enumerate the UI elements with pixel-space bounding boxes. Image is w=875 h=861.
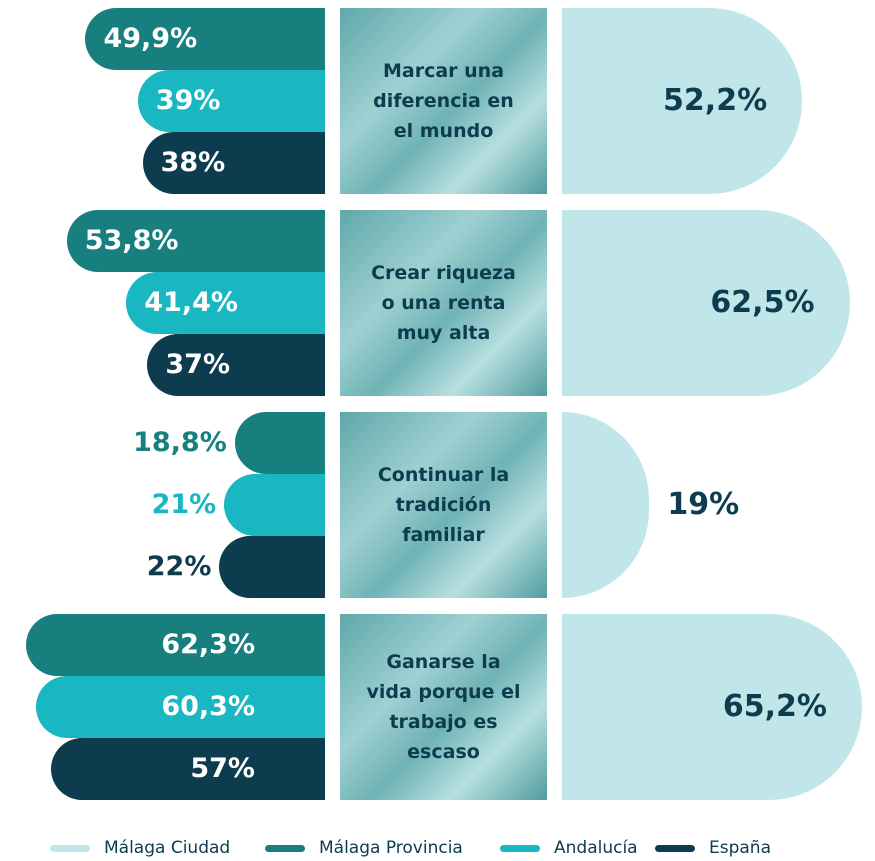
bar: [142, 132, 325, 194]
value-label: 52,2%: [663, 83, 768, 118]
value-label: 38%: [160, 147, 226, 178]
value-label: 18,8%: [133, 427, 227, 458]
legend-swatch: [655, 844, 695, 852]
legend-label: Málaga Provincia: [319, 838, 463, 858]
value-label: 53,8%: [84, 225, 179, 256]
bar: [224, 474, 325, 536]
bar: [562, 614, 862, 800]
legend-item: Málaga Ciudad: [50, 838, 230, 858]
value-label: 22%: [146, 551, 212, 582]
legend-swatch: [50, 844, 90, 852]
bar: [562, 210, 850, 396]
bar: [234, 412, 325, 474]
legend-swatch: [265, 844, 305, 852]
category-label: Continuar la tradición familiar: [340, 412, 547, 598]
bar: [35, 676, 325, 738]
category-label: Marcar una diferencia en el mundo: [340, 8, 547, 194]
value-label: 60,3%: [161, 691, 255, 722]
legend-swatch: [500, 844, 540, 852]
bar: [219, 536, 325, 598]
legend-label: Málaga Ciudad: [104, 838, 231, 858]
value-label: 57%: [190, 753, 255, 784]
value-label: 21%: [151, 489, 217, 520]
legend-item: España: [655, 838, 771, 858]
bar: [562, 8, 803, 194]
legend-item: Andalucía: [500, 838, 638, 858]
legend-item: Málaga Provincia: [265, 838, 463, 858]
legend-label: España: [709, 838, 771, 858]
bar: [85, 8, 325, 70]
bar: [51, 738, 325, 800]
bar: [66, 210, 325, 272]
value-label: 41,4%: [144, 287, 238, 318]
bar: [137, 70, 325, 132]
bar: [126, 272, 325, 334]
bar: [147, 334, 325, 396]
bar: [25, 614, 325, 676]
value-label: 65,2%: [722, 689, 827, 724]
value-label: 49,9%: [103, 23, 198, 54]
value-label: 37%: [165, 349, 231, 380]
value-label: 19%: [667, 487, 740, 522]
category-label: Crear riqueza o una renta muy alta: [340, 210, 547, 396]
value-label: 62,3%: [161, 629, 255, 660]
value-label: 39%: [155, 85, 221, 116]
category-label: Ganarse la vida porque el trabajo es esc…: [340, 614, 547, 800]
value-label: 62,5%: [710, 285, 815, 320]
bar: [562, 412, 650, 598]
legend-label: Andalucía: [554, 838, 638, 858]
